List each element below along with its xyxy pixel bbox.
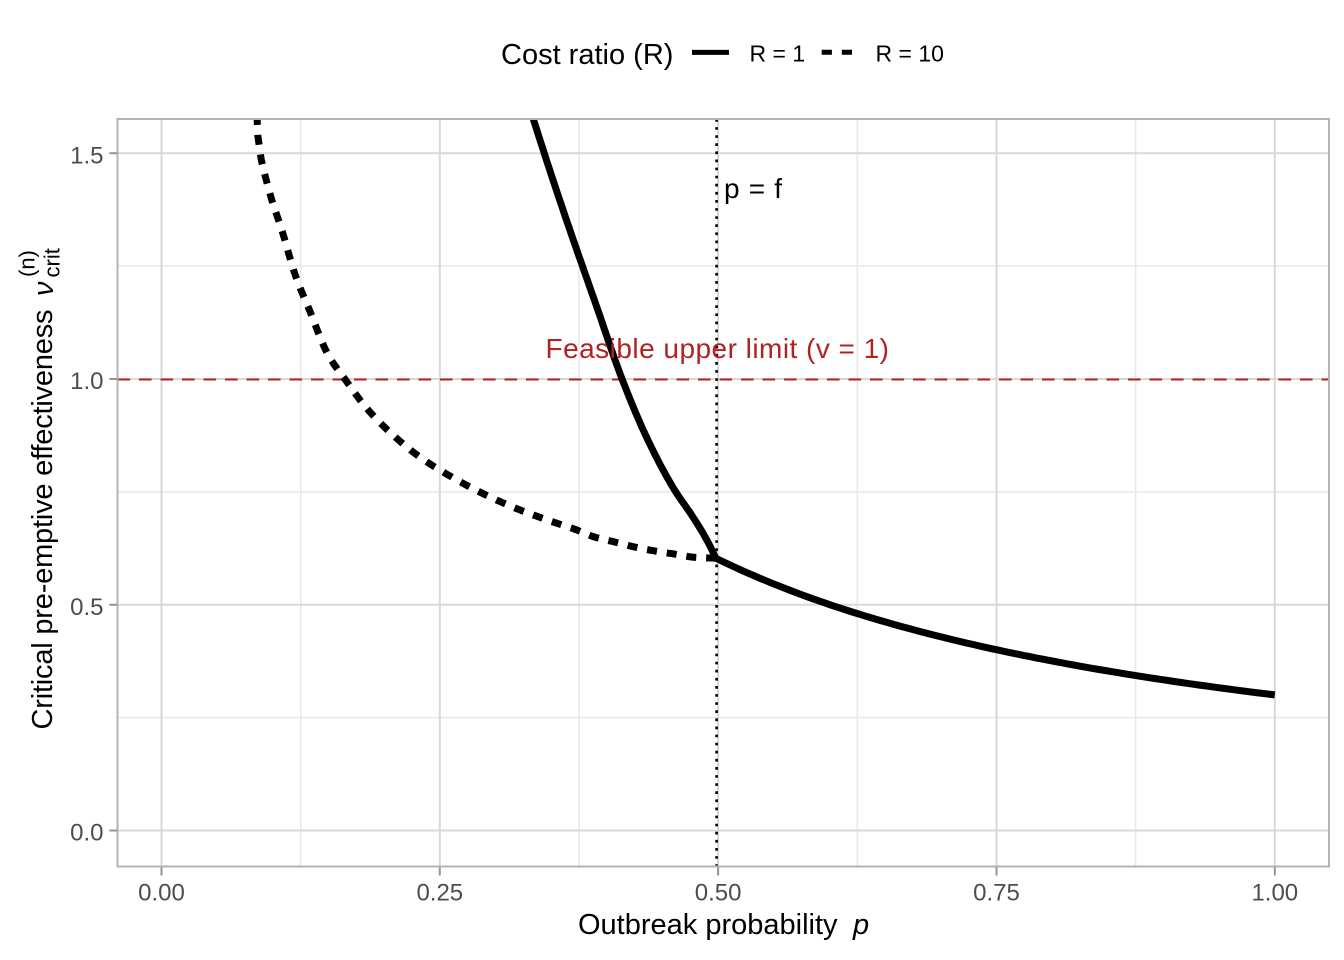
svg-text:p: p	[852, 909, 869, 941]
svg-text:R = 1: R = 1	[750, 41, 806, 67]
svg-text:ν: ν	[28, 281, 60, 296]
svg-text:1.0: 1.0	[70, 368, 103, 395]
svg-text:0.00: 0.00	[138, 880, 185, 907]
svg-text:crit: crit	[40, 248, 65, 277]
svg-text:0.50: 0.50	[695, 880, 742, 907]
svg-text:R = 10: R = 10	[876, 41, 944, 67]
svg-text:Feasible upper limit (v = 1): Feasible upper limit (v = 1)	[546, 333, 890, 364]
svg-text:(n): (n)	[15, 250, 40, 277]
svg-text:0.75: 0.75	[973, 880, 1020, 907]
svg-text:Outbreak probability: Outbreak probability	[578, 909, 838, 941]
svg-text:Cost ratio (R): Cost ratio (R)	[501, 39, 673, 71]
svg-text:0.0: 0.0	[70, 820, 103, 847]
svg-text:1.00: 1.00	[1251, 880, 1298, 907]
svg-text:0.25: 0.25	[416, 880, 463, 907]
svg-text:1.5: 1.5	[70, 142, 103, 169]
svg-text:Critical pre-emptive effective: Critical pre-emptive effectiveness	[27, 310, 59, 730]
svg-text:0.5: 0.5	[70, 594, 103, 621]
svg-text:p = f: p = f	[724, 173, 782, 204]
